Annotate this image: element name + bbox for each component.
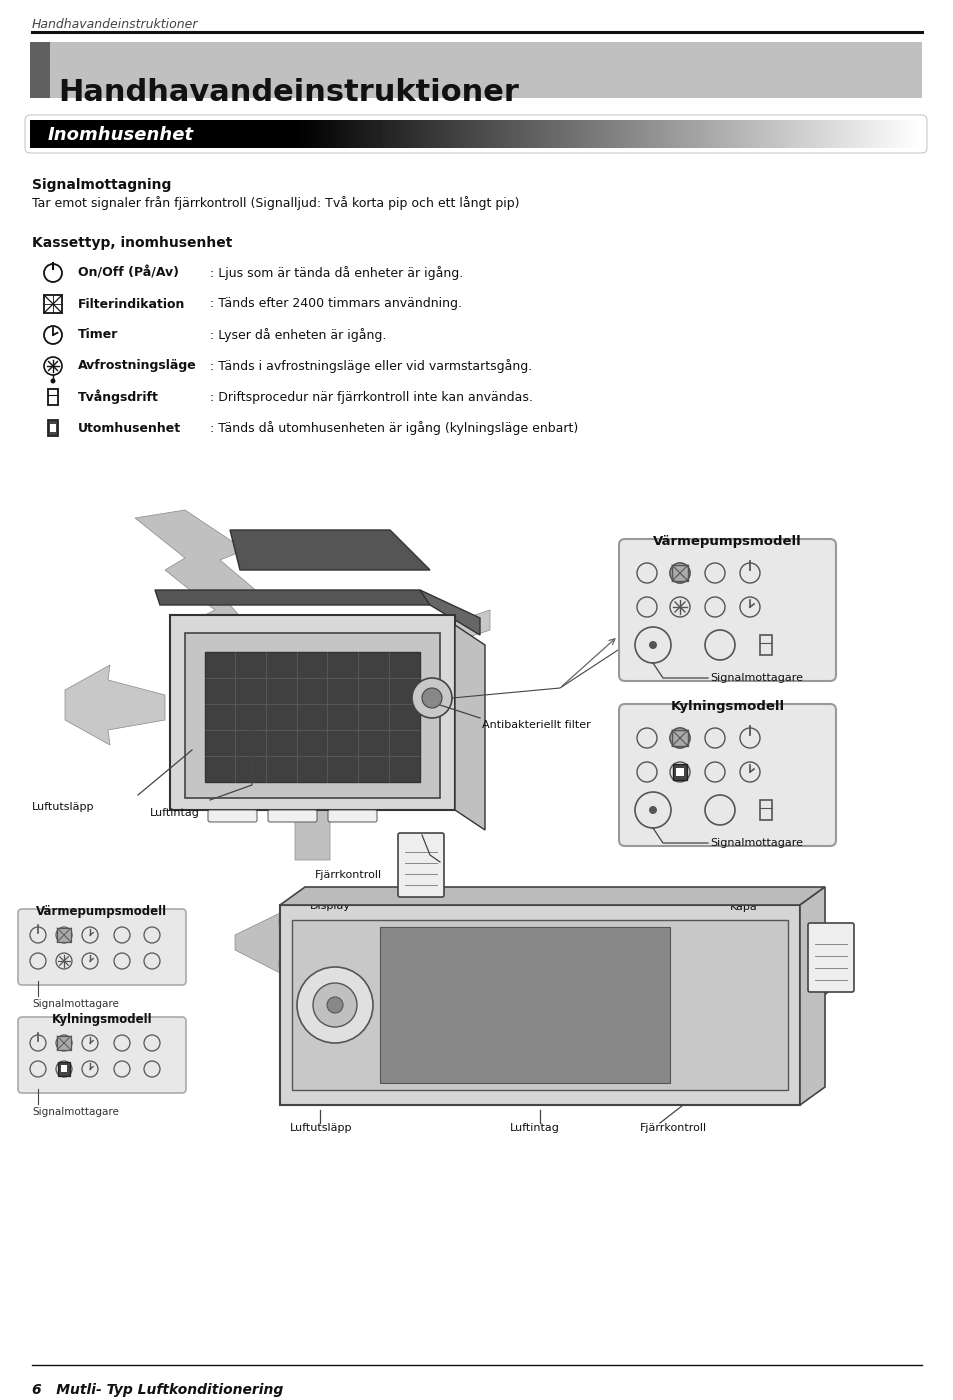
- Text: Avfrostningsläge: Avfrostningsläge: [78, 360, 196, 372]
- Text: Tar emot signaler från fjärrkontroll (Signalljud: Två korta pip och ett långt pi: Tar emot signaler från fjärrkontroll (Si…: [32, 196, 519, 210]
- FancyBboxPatch shape: [57, 928, 71, 942]
- FancyBboxPatch shape: [292, 920, 787, 1091]
- Circle shape: [296, 967, 373, 1043]
- Text: Signalmottagare: Signalmottagare: [32, 1000, 119, 1009]
- FancyBboxPatch shape: [208, 811, 256, 822]
- Circle shape: [51, 378, 55, 384]
- Polygon shape: [455, 624, 484, 830]
- Text: Fjärrkontroll: Fjärrkontroll: [314, 869, 382, 881]
- Text: Signalmottagare: Signalmottagare: [32, 1107, 119, 1117]
- FancyBboxPatch shape: [397, 833, 443, 897]
- Text: Filterindikation: Filterindikation: [78, 298, 185, 311]
- Circle shape: [669, 728, 689, 748]
- Circle shape: [669, 563, 689, 582]
- Text: : Driftsprocedur när fjärrkontroll inte kan användas.: : Driftsprocedur när fjärrkontroll inte …: [210, 391, 533, 403]
- FancyBboxPatch shape: [170, 615, 455, 811]
- Text: Fjärrkontroll: Fjärrkontroll: [639, 1123, 706, 1133]
- FancyBboxPatch shape: [618, 704, 835, 846]
- Text: Inomhusenhet: Inomhusenhet: [48, 126, 193, 144]
- FancyBboxPatch shape: [30, 42, 921, 98]
- FancyBboxPatch shape: [18, 1016, 186, 1093]
- Circle shape: [327, 997, 343, 1014]
- Text: Luftintag: Luftintag: [510, 1123, 559, 1133]
- Text: 6   Mutli- Typ Luftkonditionering: 6 Mutli- Typ Luftkonditionering: [32, 1383, 283, 1397]
- Text: Kåpa: Kåpa: [729, 900, 757, 911]
- Circle shape: [313, 983, 356, 1028]
- FancyBboxPatch shape: [676, 769, 683, 776]
- Text: Luftutsläpp: Luftutsläpp: [290, 1123, 352, 1133]
- Text: Värmepumpsmodell: Värmepumpsmodell: [36, 904, 168, 918]
- Circle shape: [412, 678, 452, 718]
- FancyBboxPatch shape: [185, 633, 439, 798]
- Text: Värmepumpsmodell: Värmepumpsmodell: [653, 535, 801, 547]
- Text: Antibakteriellt filter: Antibakteriellt filter: [629, 955, 738, 965]
- Polygon shape: [65, 665, 165, 745]
- FancyBboxPatch shape: [58, 1063, 70, 1077]
- Circle shape: [648, 641, 657, 650]
- Text: Kylningsmodell: Kylningsmodell: [670, 700, 783, 713]
- Text: Kylningsmodell: Kylningsmodell: [51, 1014, 152, 1026]
- Text: Luftutsläpp: Luftutsläpp: [32, 802, 94, 812]
- Text: Utomhusenhet: Utomhusenhet: [78, 421, 181, 434]
- FancyBboxPatch shape: [51, 424, 55, 433]
- Text: Tvångsdrift: Tvångsdrift: [78, 389, 159, 405]
- Text: Handhavandeinstruktioner: Handhavandeinstruktioner: [58, 78, 518, 106]
- Polygon shape: [274, 799, 350, 860]
- FancyBboxPatch shape: [618, 539, 835, 680]
- Text: Antibakteriellt filter: Antibakteriellt filter: [481, 720, 590, 729]
- Text: Luftintag: Luftintag: [150, 808, 200, 818]
- FancyBboxPatch shape: [61, 1065, 67, 1072]
- Text: : Tänds efter 2400 timmars användning.: : Tänds efter 2400 timmars användning.: [210, 298, 461, 311]
- Circle shape: [648, 806, 657, 813]
- Text: Signalmottagare: Signalmottagare: [709, 673, 802, 683]
- FancyBboxPatch shape: [48, 420, 58, 437]
- FancyBboxPatch shape: [205, 652, 419, 783]
- Text: Signalmottagning: Signalmottagning: [32, 178, 172, 192]
- FancyBboxPatch shape: [672, 764, 686, 780]
- Text: : Ljus som är tända då enheter är igång.: : Ljus som är tända då enheter är igång.: [210, 266, 463, 280]
- Text: Timer: Timer: [78, 329, 118, 342]
- Circle shape: [421, 687, 441, 708]
- FancyBboxPatch shape: [328, 811, 376, 822]
- Polygon shape: [399, 610, 490, 671]
- FancyBboxPatch shape: [807, 923, 853, 993]
- FancyBboxPatch shape: [280, 904, 800, 1105]
- FancyBboxPatch shape: [30, 42, 50, 98]
- Polygon shape: [230, 531, 430, 570]
- FancyBboxPatch shape: [379, 927, 669, 1084]
- Text: : Tänds i avfrostningsläge eller vid varmstartsgång.: : Tänds i avfrostningsläge eller vid var…: [210, 358, 532, 372]
- FancyBboxPatch shape: [18, 909, 186, 986]
- Polygon shape: [280, 888, 824, 904]
- Polygon shape: [154, 589, 430, 605]
- Text: : Lyser då enheten är igång.: : Lyser då enheten är igång.: [210, 328, 386, 342]
- Text: Display: Display: [310, 902, 351, 911]
- Text: On/Off (På/Av): On/Off (På/Av): [78, 266, 179, 280]
- Text: Handhavandeinstruktioner: Handhavandeinstruktioner: [32, 18, 198, 31]
- Polygon shape: [800, 888, 824, 1105]
- Text: Signalmottagare: Signalmottagare: [709, 839, 802, 848]
- Polygon shape: [135, 510, 270, 650]
- FancyBboxPatch shape: [57, 1036, 71, 1050]
- Text: : Tänds då utomhusenheten är igång (kylningsläge enbart): : Tänds då utomhusenheten är igång (kyln…: [210, 421, 578, 435]
- FancyBboxPatch shape: [268, 811, 316, 822]
- Polygon shape: [234, 913, 330, 973]
- Polygon shape: [419, 589, 479, 636]
- Text: Kassettyp, inomhusenhet: Kassettyp, inomhusenhet: [32, 237, 233, 251]
